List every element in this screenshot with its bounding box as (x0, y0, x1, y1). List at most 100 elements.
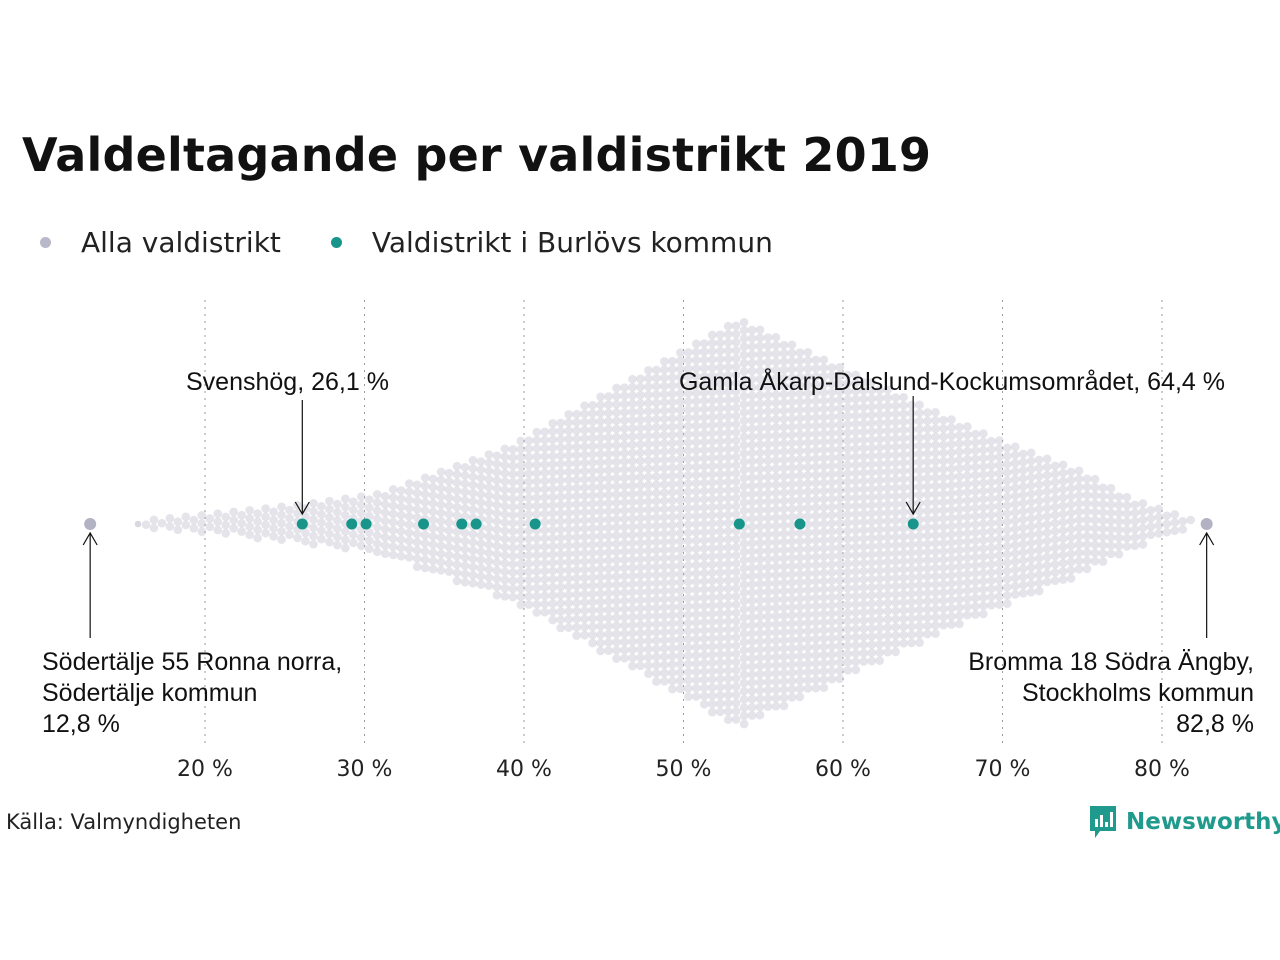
swarm-dot (923, 531, 932, 540)
swarm-dot (652, 603, 661, 613)
swarm-dot (492, 467, 502, 477)
logo-text: Newsworthy (1126, 809, 1280, 835)
swarm-dot (380, 508, 390, 518)
swarm-dot (444, 477, 454, 486)
swarm-dot (699, 527, 709, 537)
swarm-dot (779, 586, 789, 596)
swarm-dot (899, 507, 908, 517)
swarm-dot (683, 471, 693, 480)
swarm-dot (676, 520, 685, 530)
swarm-dot (739, 703, 749, 712)
swarm-dot (628, 415, 637, 425)
swarm-dot (444, 550, 454, 560)
swarm-dot (683, 635, 693, 644)
swarm-dot (683, 618, 693, 628)
swarm-dot (923, 457, 932, 467)
swarm-dot (915, 564, 924, 574)
swarm-dot (1042, 479, 1052, 488)
swarm-dot (588, 483, 597, 492)
swarm-dot (723, 649, 733, 659)
swarm-dot (827, 617, 837, 627)
swarm-dot (668, 553, 677, 563)
swarm-dot (652, 365, 661, 375)
swarm-dot (644, 423, 653, 432)
swarm-dot (843, 625, 853, 634)
legend-dot-burlov (330, 236, 342, 248)
swarm-dot (971, 438, 980, 447)
swarm-dot (412, 488, 422, 498)
swarm-dot (436, 533, 446, 542)
swarm-dot (987, 469, 996, 479)
swarm-dot (795, 454, 805, 464)
swarm-dot (1002, 550, 1012, 559)
swarm-dot (859, 632, 869, 642)
swarm-dot (516, 526, 526, 536)
swarm-dot (628, 374, 637, 384)
swarm-dot (524, 493, 534, 503)
swarm-dot (707, 552, 717, 561)
swarm-dot (1114, 541, 1124, 551)
swarm-dot (620, 506, 629, 515)
swarm-dot (835, 461, 845, 470)
swarm-dot (907, 564, 916, 574)
swarm-dot (580, 565, 589, 574)
swarm-dot (1122, 542, 1132, 551)
swarm-dot (899, 532, 908, 541)
swarm-dot (795, 381, 805, 390)
swarm-dot (747, 694, 757, 704)
swarm-dot (835, 387, 845, 397)
swarm-dot (572, 631, 581, 640)
swarm-dot (476, 506, 486, 516)
swarm-dot (915, 638, 924, 647)
swarm-dot (644, 472, 653, 482)
swarm-dot (715, 592, 725, 602)
swarm-dot (915, 466, 924, 475)
swarm-dot (652, 562, 661, 572)
swarm-dot (580, 589, 589, 599)
swarm-dot (899, 425, 908, 435)
swarm-dot (859, 599, 869, 609)
swarm-dot (628, 563, 637, 573)
swarm-dot (939, 432, 948, 441)
swarm-dot (795, 495, 805, 505)
swarm-dot (867, 435, 877, 444)
swarm-dot (771, 603, 781, 613)
swarm-dot (1162, 519, 1172, 529)
swarm-dot (683, 397, 693, 406)
swarm-dot (963, 504, 972, 513)
swarm-dot (707, 445, 717, 455)
swarm-dot (707, 666, 717, 676)
swarm-dot (923, 572, 932, 581)
swarm-dot (859, 583, 869, 592)
swarm-dot (436, 508, 446, 518)
swarm-dot (955, 578, 964, 588)
swarm-dot (811, 560, 821, 570)
swarm-dot (548, 500, 558, 510)
swarm-dot (995, 526, 1004, 536)
swarm-dot (819, 568, 829, 578)
swarm-dot (707, 511, 717, 520)
swarm-dot (819, 650, 829, 660)
swarm-dot (229, 524, 239, 533)
swarm-dot (1162, 511, 1172, 521)
swarm-dot (612, 400, 621, 409)
swarm-dot (755, 669, 765, 679)
swarm-dot (827, 576, 837, 586)
swarm-dot (707, 486, 717, 496)
swarm-dot (691, 462, 701, 472)
swarm-dot (707, 707, 717, 717)
swarm-dot (699, 699, 709, 709)
swarm-dot (1090, 548, 1100, 558)
swarm-dot (556, 426, 565, 436)
swarm-dot (723, 444, 733, 454)
swarm-dot (444, 559, 454, 568)
swarm-dot (548, 525, 558, 535)
swarm-dot (699, 396, 709, 406)
swarm-dot (612, 555, 621, 565)
swarm-dot (707, 584, 717, 594)
swarm-dot (396, 535, 406, 545)
swarm-dot (723, 494, 733, 503)
swarm-dot (883, 426, 892, 436)
swarm-dot (739, 391, 749, 401)
swarm-dot (636, 522, 645, 531)
